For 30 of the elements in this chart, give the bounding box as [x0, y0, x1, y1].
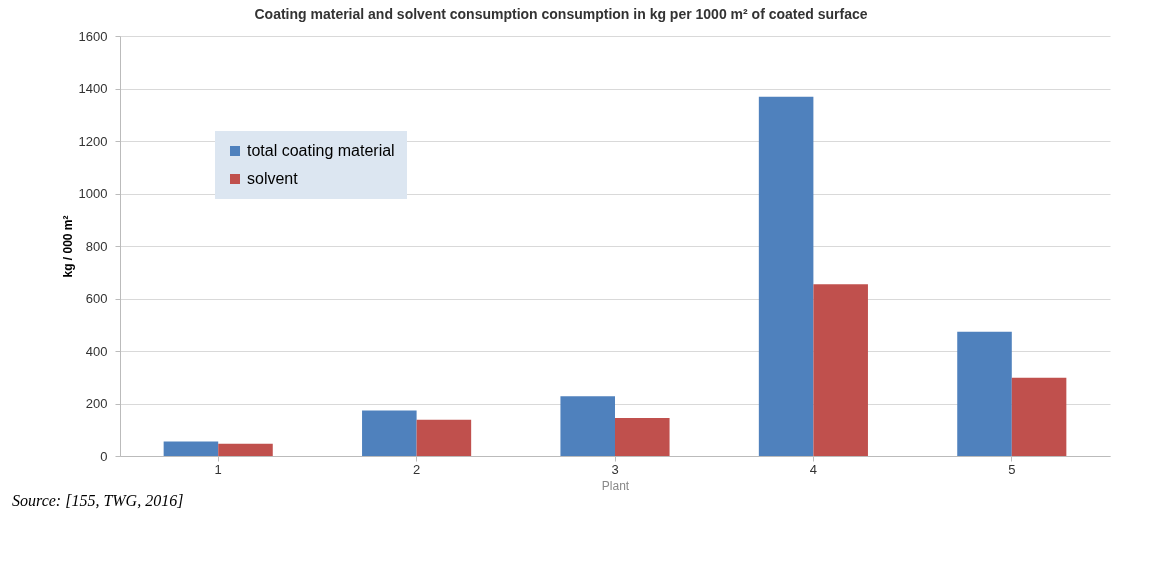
y-axis-title: kg / 000 m² [60, 215, 75, 278]
x-tick-label: 5 [1008, 461, 1016, 477]
y-tick-label: 0 [100, 448, 108, 464]
bar [957, 331, 1012, 456]
bar [416, 419, 472, 456]
bar [560, 396, 615, 456]
legend-label: solvent [247, 170, 299, 187]
bar [813, 284, 868, 456]
chart-title: Coating material and solvent consumption consumption in kg per 1000 m² of coated surface [254, 6, 868, 22]
y-tick-label: 200 [85, 396, 108, 411]
y-tick-label: 1400 [78, 81, 108, 96]
x-tick-label: 4 [809, 461, 818, 477]
bar [615, 417, 670, 456]
bar [758, 96, 814, 456]
bar [362, 410, 417, 456]
bar [218, 443, 273, 456]
legend-label: total coating material [247, 142, 395, 159]
bar [1011, 377, 1067, 456]
y-tick-label: 800 [85, 238, 108, 254]
y-tick-label: 1200 [78, 133, 108, 149]
bar [163, 441, 219, 456]
y-tick-label: 1000 [78, 186, 108, 201]
y-tick-label: 1600 [78, 28, 108, 44]
y-tick-label: 400 [85, 343, 108, 359]
source-note: Source: [155, TWG, 2016] [12, 492, 184, 509]
x-tick-label: 3 [611, 461, 619, 477]
y-tick-label: 600 [85, 291, 108, 306]
x-tick-label: 2 [412, 461, 421, 477]
x-tick-label: 1 [214, 461, 222, 477]
x-axis-title: Plant [601, 478, 630, 493]
